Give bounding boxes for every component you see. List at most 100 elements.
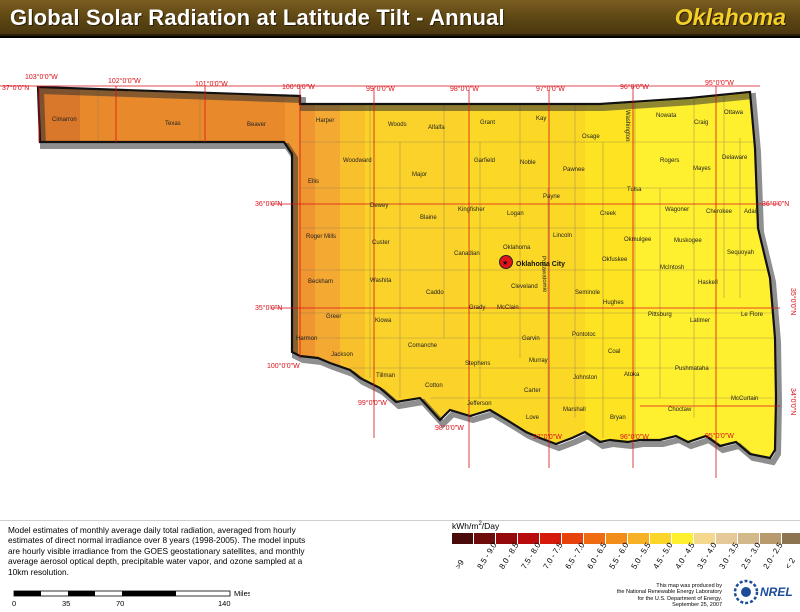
- oklahoma-map: 103°0'0"W 102°0'0"W 101°0'0"W 100°0'0"W …: [0, 73, 797, 478]
- county-label: Le Flore: [741, 312, 764, 318]
- county-label: Cherokee: [706, 209, 733, 215]
- county-label: Cotton: [425, 383, 443, 389]
- lat-label-35-right: 35°0'0"N: [789, 288, 797, 315]
- legend-swatch: [452, 533, 474, 544]
- legend-swatch: [738, 533, 760, 544]
- lon-label-96: 96°0'0"W: [620, 83, 649, 91]
- legend-label: 5.0 - 5.5: [629, 541, 653, 571]
- credit-line-3: for the U.S. Department of Energy.: [637, 595, 722, 602]
- legend-label: 8.5 - 9.0: [475, 541, 499, 571]
- capital-circle: [499, 255, 513, 269]
- legend-swatch: [562, 533, 584, 544]
- county-label: Ellis: [308, 179, 319, 185]
- county-label: Canadian: [454, 251, 480, 257]
- legend-swatch: [518, 533, 540, 544]
- county-label: Jackson: [331, 352, 353, 358]
- county-label: Okmulgee: [624, 237, 652, 243]
- scale-tick-35: 35: [62, 599, 70, 608]
- county-label: Noble: [520, 160, 536, 166]
- county-label: Payne: [543, 194, 561, 200]
- county-label: McIntosh: [660, 265, 684, 271]
- radiation-band-west-2: [315, 87, 340, 378]
- county-label: Marshall: [563, 407, 586, 413]
- scale-bar: 0 35 70 140 Miles: [12, 589, 250, 608]
- county-label: Greer: [326, 314, 341, 320]
- state-name: Oklahoma: [674, 4, 786, 30]
- lon-bottom-label-97: 97°0'0"W: [533, 433, 562, 441]
- county-label: Coal: [608, 349, 620, 355]
- county-label: Garvin: [522, 336, 540, 342]
- legend-unit: kWh/m: [452, 521, 479, 531]
- title-bar: Global Solar Radiation at Latitude Tilt …: [0, 0, 800, 36]
- legend-swatch: [716, 533, 738, 544]
- county-label: Seminole: [575, 290, 601, 296]
- radiation-band-west-3: [340, 87, 365, 378]
- graticule-lines: [0, 85, 780, 478]
- county-label: Caddo: [426, 290, 444, 296]
- credit-text: This map was produced by the National Re…: [596, 583, 722, 609]
- county-label: Woods: [388, 122, 407, 128]
- county-label: Grant: [480, 120, 495, 126]
- lon-bottom-label-98: 98°0'0"W: [435, 424, 464, 432]
- legend-swatch: [584, 533, 606, 544]
- lon-label-101: 101°0'0"W: [195, 80, 228, 88]
- county-label: Beaver: [247, 122, 266, 128]
- county-label: Pawnee: [563, 167, 585, 173]
- county-label: Tillman: [376, 373, 395, 379]
- legend-label: 4.0 - 4.5: [673, 541, 697, 571]
- nrel-logo-text: NREL: [760, 585, 793, 599]
- legend-label: 3.5 - 4.0: [695, 541, 719, 571]
- lat-label-36-left: 36°0'0"N: [255, 200, 282, 208]
- county-label: Harper: [316, 118, 334, 124]
- lon-bottom-label-100: 100°0'0"W: [267, 362, 300, 370]
- county-label: Hughes: [603, 300, 624, 306]
- county-label: Roger Mills: [306, 234, 336, 240]
- legend-swatch: [628, 533, 650, 544]
- legend-swatch: [650, 533, 672, 544]
- county-label: Cimarron: [52, 117, 77, 123]
- county-label: Comanche: [408, 343, 438, 349]
- lon-bottom-label-95: 95°0'0"W: [705, 432, 734, 440]
- lon-bottom-label-96: 96°0'0"W: [620, 433, 649, 441]
- legend-swatch: [760, 533, 782, 544]
- county-label: McCurtain: [731, 396, 758, 402]
- legend-label: 2.0 - 2.5: [761, 541, 785, 571]
- scale-tick-140: 140: [218, 599, 231, 608]
- county-label: Washita: [370, 278, 392, 284]
- county-labels: Cimarron Texas Beaver Harper Woods Alfal…: [52, 110, 764, 421]
- nrel-logo-ring: [733, 579, 759, 605]
- county-label: Creek: [600, 211, 617, 217]
- longitude-labels-bottom: 100°0'0"W 99°0'0"W 98°0'0"W 97°0'0"W 96°…: [267, 362, 734, 441]
- county-label: Latimer: [690, 318, 710, 324]
- map-description: Model estimates of monthly average daily…: [8, 525, 306, 577]
- legend-swatch: [672, 533, 694, 544]
- legend-unit-suffix: /Day: [481, 521, 500, 531]
- county-label: Beckham: [308, 279, 333, 285]
- county-label: Harmon: [296, 336, 317, 342]
- county-label: Sequoyah: [727, 250, 754, 256]
- map-area: 103°0'0"W 102°0'0"W 101°0'0"W 100°0'0"W …: [0, 38, 800, 520]
- county-label: Love: [526, 415, 540, 421]
- radiation-band-central-west: [365, 98, 465, 418]
- legend-title: kWh/m2/Day: [452, 521, 499, 531]
- capital-marker: ★ Oklahoma City: [499, 255, 565, 269]
- county-label: Carter: [524, 388, 541, 394]
- legend-label: 4.5 - 5.0: [651, 541, 675, 571]
- county-label: Alfalfa: [428, 125, 445, 131]
- county-label: Pittsburg: [648, 312, 672, 318]
- county-label: Wagoner: [665, 207, 689, 213]
- legend-label: 3.0 - 3.5: [717, 541, 741, 571]
- county-label: Logan: [507, 211, 524, 217]
- lon-label-103: 103°0'0"W: [25, 73, 58, 81]
- county-label: Lincoln: [553, 233, 572, 239]
- county-label: Dewey: [370, 203, 388, 209]
- lon-label-95: 95°0'0"W: [705, 79, 734, 87]
- legend-label: 8.0 - 8.5: [497, 541, 521, 571]
- county-label: Choctaw: [668, 407, 692, 413]
- lat-label-35-left: 35°0'0"N: [255, 304, 282, 312]
- county-label: Pottawatomie: [540, 256, 547, 293]
- legend-label: 6.0 - 6.5: [585, 541, 609, 571]
- legend-label: >9: [453, 558, 466, 571]
- scale-tick-0: 0: [12, 599, 16, 608]
- lat-label-36-right: 36°0'0"N: [762, 200, 789, 208]
